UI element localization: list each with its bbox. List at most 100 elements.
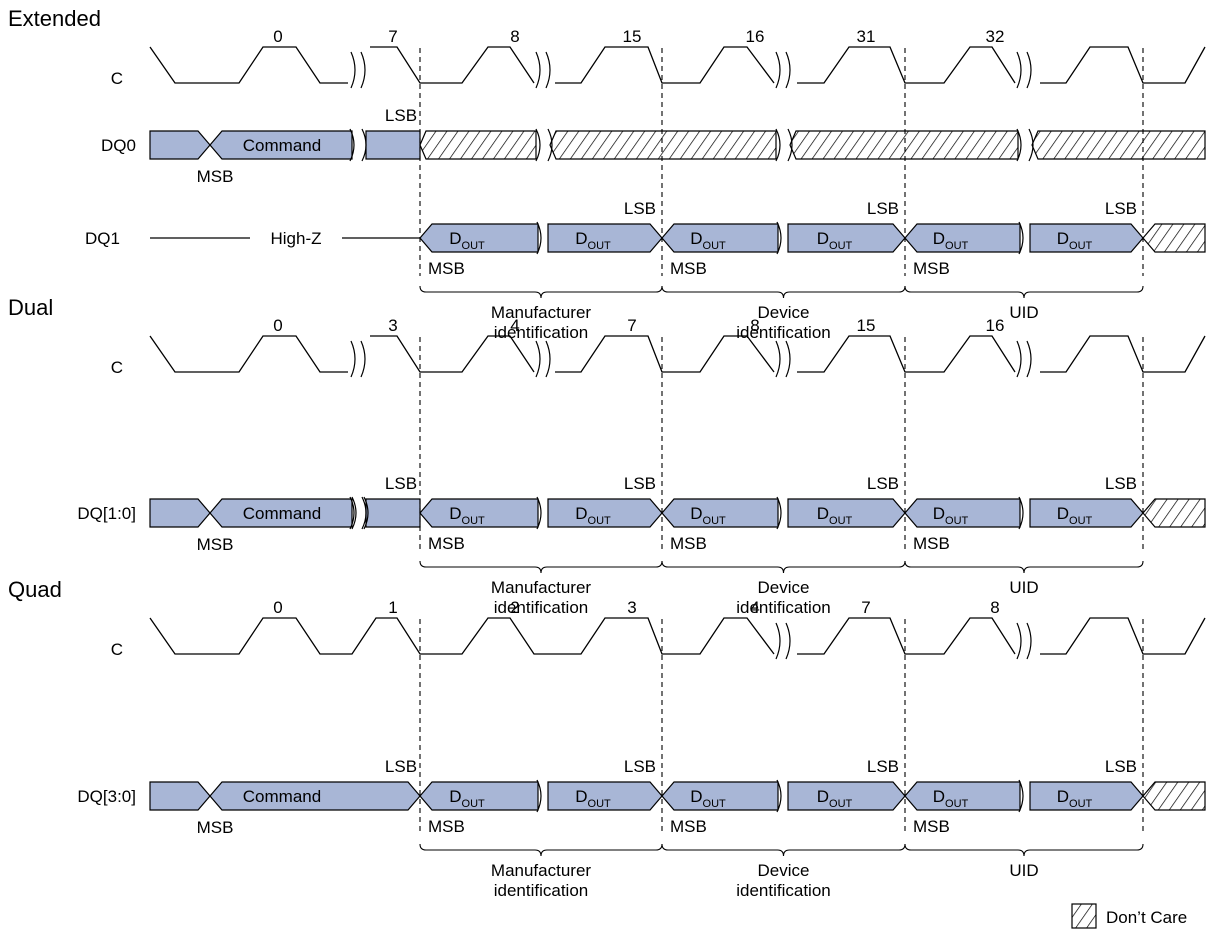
output-signal-label: DQ1 <box>85 229 120 248</box>
group-description: Manufacturer <box>491 303 591 322</box>
dout-bus-segment <box>1029 498 1144 528</box>
dout-label: DOUT <box>817 504 853 527</box>
timing-section-extended: Extended C 0 7 8 15 16 31 32 DQ0 Command MSB LSB DQ1 H… <box>8 6 1206 342</box>
cycle-number: 7 <box>627 316 636 335</box>
clock-waveform <box>149 46 1206 84</box>
clock-signal-label: C <box>111 69 123 88</box>
dout-bus-segment <box>904 223 1021 253</box>
dout-subscript: OUT <box>829 798 853 810</box>
group-description: UID <box>1009 303 1038 322</box>
dout-bus-segment <box>419 223 539 253</box>
dout-main: D <box>817 504 829 523</box>
cycle-number: 4 <box>510 316 519 335</box>
dout-main: D <box>690 229 702 248</box>
dout-subscript: OUT <box>703 240 727 252</box>
dout-subscript: OUT <box>945 240 969 252</box>
dout-main: D <box>933 504 945 523</box>
cycle-number: 8 <box>750 316 759 335</box>
cycle-number: 16 <box>746 27 765 46</box>
dout-main: D <box>449 229 461 248</box>
section-title: Extended <box>8 6 101 31</box>
dout-main: D <box>690 787 702 806</box>
cycle-number: 16 <box>986 316 1005 335</box>
dout-main: D <box>690 504 702 523</box>
dont-care-segment <box>1031 130 1206 160</box>
group-brace <box>661 843 906 857</box>
bus-segment <box>149 130 211 160</box>
clock-signal-label: C <box>111 358 123 377</box>
bus-break-mark <box>1018 496 1024 530</box>
group-lsb-label: LSB <box>867 199 899 218</box>
bus-break-mark <box>1018 779 1024 813</box>
bus-break-mark <box>536 221 542 255</box>
group-description: UID <box>1009 861 1038 880</box>
dout-subscript: OUT <box>1069 240 1093 252</box>
group-lsb-label: LSB <box>1105 757 1137 776</box>
dout-bus-segment <box>787 498 906 528</box>
group-lsb-label: LSB <box>1105 199 1137 218</box>
dout-subscript: OUT <box>588 515 612 527</box>
dout-label: DOUT <box>449 229 485 252</box>
legend-label: Don’t Care <box>1106 908 1187 927</box>
cycle-number: 1 <box>388 598 397 617</box>
dout-label: DOUT <box>933 229 969 252</box>
group-description: UID <box>1009 578 1038 597</box>
bus-break-mark <box>1016 128 1034 162</box>
cycle-number: 15 <box>857 316 876 335</box>
clock-break-mark <box>535 51 551 89</box>
clock-break-mark <box>1016 622 1032 660</box>
group-lsb-label: LSB <box>867 474 899 493</box>
dout-subscript: OUT <box>703 798 727 810</box>
dont-care-segment <box>789 130 1019 160</box>
dout-subscript: OUT <box>462 798 486 810</box>
command-msb-label: MSB <box>197 535 234 554</box>
dout-main: D <box>449 787 461 806</box>
dout-main: D <box>933 229 945 248</box>
bus-break-mark <box>536 779 542 813</box>
command-msb-label: MSB <box>197 818 234 837</box>
group-description: identification <box>736 323 831 342</box>
dout-bus-segment <box>547 498 663 528</box>
dont-care-segment <box>1142 781 1206 811</box>
dout-main: D <box>933 787 945 806</box>
dout-label: DOUT <box>690 787 726 810</box>
cycle-number: 8 <box>990 598 999 617</box>
command-lsb-label: LSB <box>385 106 417 125</box>
clock-break-mark <box>775 340 791 378</box>
dout-subscript: OUT <box>1069 798 1093 810</box>
bus-break-mark <box>776 221 782 255</box>
group-msb-label: MSB <box>913 817 950 836</box>
cycle-number: 0 <box>273 316 282 335</box>
clock-break-mark <box>350 340 366 378</box>
bus-break-mark <box>776 779 782 813</box>
dont-care-swatch <box>1071 903 1097 929</box>
clock-break-mark <box>775 51 791 89</box>
dout-subscript: OUT <box>945 515 969 527</box>
group-description: Manufacturer <box>491 861 591 880</box>
command-label: Command <box>243 787 321 806</box>
group-msb-label: MSB <box>428 259 465 278</box>
group-description: Device <box>758 578 810 597</box>
group-lsb-label: LSB <box>624 199 656 218</box>
command-signal-label: DQ[3:0] <box>77 787 136 806</box>
dout-subscript: OUT <box>945 798 969 810</box>
dout-bus-segment <box>787 223 906 253</box>
dout-main: D <box>1057 787 1069 806</box>
command-msb-label: MSB <box>197 167 234 186</box>
group-lsb-label: LSB <box>624 474 656 493</box>
dout-label: DOUT <box>817 229 853 252</box>
cycle-number: 15 <box>623 27 642 46</box>
dout-label: DOUT <box>690 504 726 527</box>
group-msb-label: MSB <box>913 534 950 553</box>
dont-care-segment <box>419 130 537 160</box>
command-signal-label: DQ[1:0] <box>77 504 136 523</box>
dout-bus-segment <box>787 781 906 811</box>
command-label: Command <box>243 136 321 155</box>
dout-subscript: OUT <box>1069 515 1093 527</box>
dout-label: DOUT <box>449 787 485 810</box>
dout-bus-segment <box>661 498 779 528</box>
group-description: Device <box>758 861 810 880</box>
cycle-number: 3 <box>388 316 397 335</box>
